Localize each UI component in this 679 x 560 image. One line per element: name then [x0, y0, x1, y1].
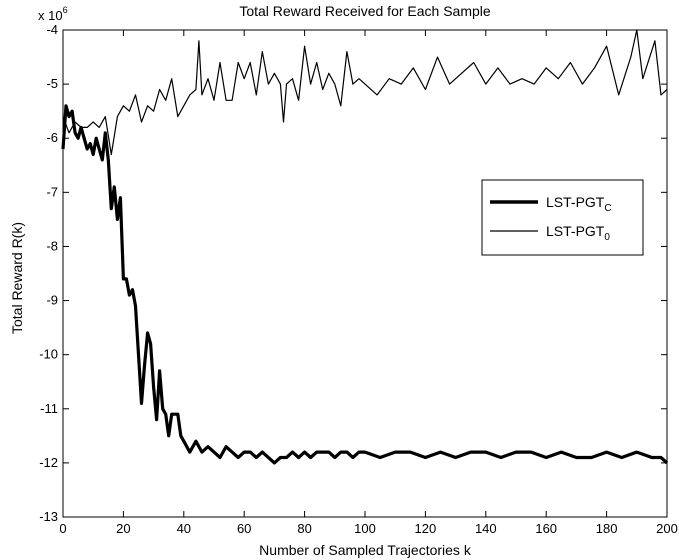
y-tick-label: -6 — [46, 130, 58, 145]
y-axis-label: Total Reward R(k) — [9, 222, 25, 334]
y-tick-label: -12 — [39, 455, 58, 470]
legend-label-lst-pgt-0-name: LST-PGT — [546, 223, 605, 239]
y-tick-label: -11 — [40, 401, 58, 416]
legend: LST-PGTC LST-PGT0 — [481, 179, 644, 256]
plot-border — [62, 29, 668, 518]
legend-box — [481, 179, 644, 256]
series-layer — [61, 29, 669, 465]
x-tick-label: 180 — [596, 521, 618, 536]
x-tick-label: 0 — [59, 521, 66, 536]
legend-label-lst-pgt-c-subscript: C — [604, 203, 611, 214]
x-tick-label: 20 — [116, 521, 130, 536]
x-tick-label: 100 — [354, 521, 376, 536]
legend-label-lst-pgt-c: LST-PGTC — [546, 194, 612, 214]
y-tick-label: -7 — [46, 184, 58, 199]
y-tick-label: -8 — [46, 238, 58, 253]
plot-area — [62, 29, 668, 518]
y-tick-label: -10 — [39, 347, 58, 362]
series-line-lst-pgt-0 — [62, 29, 668, 156]
chart-title: Total Reward Received for Each Sample — [239, 3, 491, 19]
x-tick-label: 60 — [237, 521, 251, 536]
y-multiplier-label: x 106 — [38, 5, 68, 23]
legend-label-lst-pgt-0: LST-PGT0 — [546, 223, 610, 243]
y-tick-label: -9 — [46, 293, 58, 308]
x-tick-label: 200 — [656, 521, 678, 536]
legend-label-lst-pgt-0-subscript: 0 — [604, 232, 610, 243]
y-tick-label: -4 — [46, 22, 58, 37]
series-line-lst-pgt-c — [61, 104, 669, 465]
legend-label-lst-pgt-c-name: LST-PGT — [546, 194, 605, 210]
x-tick-label: 80 — [297, 521, 311, 536]
y-multiplier-base: x 10 — [38, 8, 63, 23]
axis-ticks: 0 20 40 60 80 100 120 140 160 180 200 -4 -5 -6 -7 -8 -9 -… — [39, 22, 678, 536]
x-axis-label: Number of Sampled Trajectories k — [259, 542, 472, 558]
x-tick-label: 40 — [177, 521, 191, 536]
x-tick-label: 160 — [535, 521, 557, 536]
x-tick-label: 120 — [415, 521, 437, 536]
x-tick-label: 140 — [475, 521, 497, 536]
y-tick-label: -5 — [46, 76, 58, 91]
y-multiplier-exponent: 6 — [63, 5, 68, 15]
y-tick-label: -13 — [39, 509, 58, 524]
